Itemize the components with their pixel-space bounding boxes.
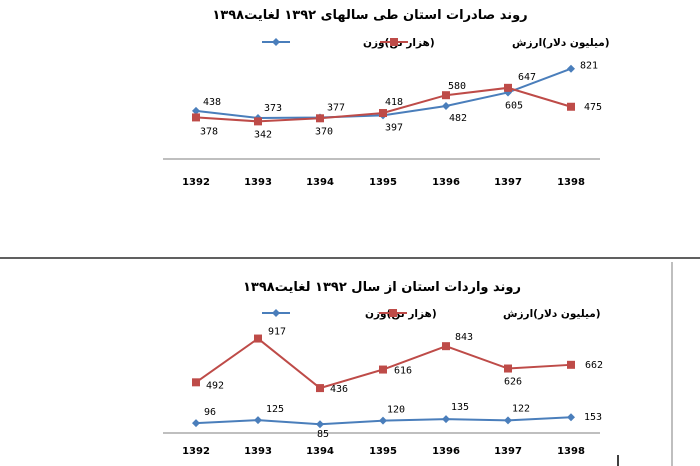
value-data-label: 370	[315, 126, 333, 137]
value-data-point	[442, 91, 450, 100]
imports-chart-title: روند واردات استان از سال ۱۳۹۲ لغایت۱۳۹۸	[243, 280, 521, 295]
value-data-point	[379, 365, 387, 374]
value-data-label: 436	[330, 384, 348, 395]
weight-data-point	[504, 416, 512, 425]
weight-data-point	[567, 413, 575, 422]
weight-data-point	[567, 64, 575, 73]
weight-data-label: 122	[512, 403, 530, 414]
value-data-label: 580	[448, 81, 466, 92]
value-data-point	[254, 334, 262, 343]
value-data-label: 626	[504, 377, 522, 388]
imports-chart: روند واردات استان از سال ۱۳۹۲ لغایت۱۳۹۸ …	[163, 280, 603, 457]
weight-data-point	[316, 420, 324, 429]
x-tick-label: 1396	[432, 177, 460, 188]
weight-data-label: 85	[317, 429, 329, 440]
legend-value-square-icon	[390, 38, 398, 46]
weight-data-label: 120	[387, 405, 405, 416]
weight-data-point	[192, 106, 200, 115]
value-data-point	[192, 378, 200, 387]
imports-x-ticks: 1392 1393 1394 1395 1396 1397 1398	[182, 446, 585, 457]
weight-data-label: 482	[449, 113, 467, 124]
weight-data-point	[254, 416, 262, 425]
weight-data-point	[192, 419, 200, 428]
x-tick-label: 1392	[182, 177, 210, 188]
legend-weight-diamond-icon	[272, 309, 280, 317]
exports-plot: 438 373 377 397 482 605 821 378 342 370 418 580 647 4…	[192, 61, 602, 140]
exports-legend: (هزار تن)وزن (میلیون دلار)ارزش	[262, 37, 610, 49]
imports-legend: (هزار تن)وزن (میلیون دلار)ارزش	[262, 308, 601, 320]
value-data-point	[254, 117, 262, 126]
x-tick-label: 1392	[182, 446, 210, 457]
value-data-label: 475	[584, 102, 602, 113]
value-data-label: 342	[254, 129, 272, 140]
value-data-point	[316, 114, 324, 123]
legend-value-square-icon	[389, 309, 397, 317]
imports-plot: 96 125 85 120 135 122 153 492 917 436 616 843 626 662	[192, 327, 603, 440]
x-tick-label: 1394	[306, 177, 334, 188]
x-tick-label: 1398	[557, 446, 585, 457]
value-data-label: 492	[206, 380, 224, 391]
weight-data-label: 96	[204, 407, 216, 418]
value-data-label: 418	[385, 97, 403, 108]
weight-data-label: 377	[327, 103, 345, 114]
legend-weight-diamond-icon	[272, 38, 280, 46]
x-tick-label: 1398	[557, 177, 585, 188]
legend-value-label: (میلیون دلار)ارزش	[512, 37, 610, 49]
x-tick-label: 1397	[494, 446, 522, 457]
value-data-point	[379, 109, 387, 118]
weight-data-point	[442, 415, 450, 424]
weight-data-label: 373	[264, 103, 282, 114]
value-data-point	[442, 342, 450, 351]
weight-data-point	[442, 101, 450, 110]
exports-chart-title: روند صادرات استان طی سالهای ۱۳۹۲ لغایت۱۳…	[212, 8, 527, 23]
x-tick-label: 1396	[432, 446, 460, 457]
value-data-label: 843	[455, 332, 473, 343]
exports-x-ticks: 1392 1393 1394 1395 1396 1397 1398	[182, 177, 585, 188]
weight-data-label: 125	[266, 404, 284, 415]
weight-data-label: 821	[580, 61, 598, 72]
x-tick-label: 1395	[369, 177, 397, 188]
value-data-point	[192, 113, 200, 122]
legend-value-label: (میلیون دلار)ارزش	[503, 308, 601, 320]
value-data-point	[567, 360, 575, 369]
x-tick-label: 1394	[306, 446, 334, 457]
value-data-label: 917	[268, 327, 286, 338]
weight-data-label: 605	[505, 100, 523, 111]
value-data-point	[316, 384, 324, 393]
x-tick-label: 1393	[244, 177, 272, 188]
value-data-label: 378	[200, 126, 218, 137]
value-data-point	[504, 364, 512, 373]
weight-data-label: 438	[203, 97, 221, 108]
x-tick-label: 1393	[244, 446, 272, 457]
weight-data-point	[379, 416, 387, 425]
weight-data-label: 153	[584, 412, 602, 423]
x-tick-label: 1395	[369, 446, 397, 457]
value-data-label: 616	[394, 366, 412, 377]
weight-data-label: 135	[451, 402, 469, 413]
value-data-point	[504, 83, 512, 92]
value-data-label: 647	[518, 72, 536, 83]
value-data-label: 662	[585, 360, 603, 371]
value-data-point	[567, 102, 575, 111]
exports-chart: روند صادرات استان طی سالهای ۱۳۹۲ لغایت۱۳…	[163, 8, 610, 188]
weight-data-label: 397	[385, 122, 403, 133]
x-tick-label: 1397	[494, 177, 522, 188]
